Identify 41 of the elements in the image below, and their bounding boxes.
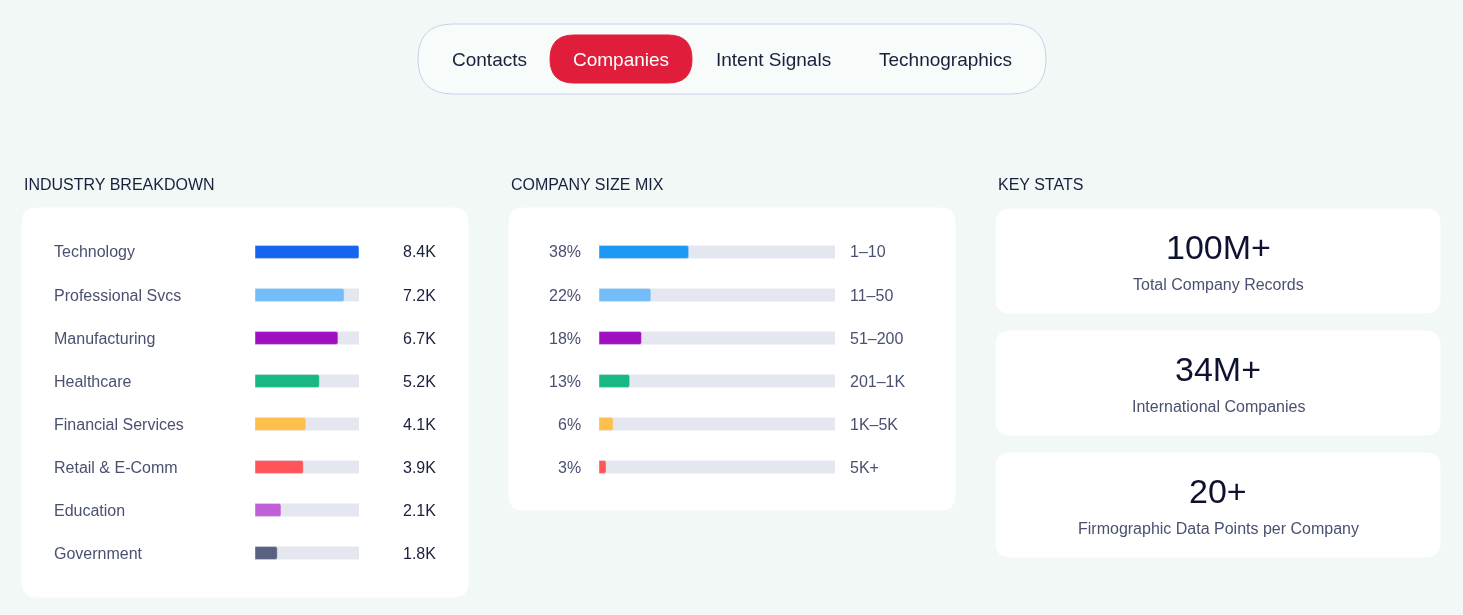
data-label: 8.4K: [403, 243, 437, 260]
data-label: 6%: [558, 416, 582, 433]
text: International Companies: [1132, 398, 1306, 415]
category-label: Companies: [573, 49, 670, 70]
text: Firmographic Data Points per Company: [1078, 520, 1360, 537]
data-label: 5.2K: [403, 373, 437, 390]
category-label: 51–200: [850, 330, 904, 347]
category-label: Government: [54, 545, 143, 562]
category-label: Contacts: [452, 49, 527, 70]
category-label: Retail & E-Comm: [54, 459, 178, 476]
category-label: Healthcare: [54, 373, 132, 390]
category-label: Professional Svcs: [54, 287, 182, 304]
text: 20+: [1189, 472, 1247, 510]
category-label: 5K+: [850, 459, 879, 476]
data-label: 6.7K: [403, 330, 437, 347]
category-label: Technology: [54, 243, 135, 260]
category-label: Financial Services: [54, 416, 184, 433]
text: Total Company Records: [1133, 276, 1304, 293]
category-label: 1–10: [850, 243, 886, 260]
data-label: 13%: [549, 373, 582, 390]
data-label: 18%: [549, 330, 582, 347]
category-label: Education: [54, 502, 126, 519]
data-label: 7.2K: [403, 287, 437, 304]
data-label: 1.8K: [403, 545, 437, 562]
category-label: 201–1K: [850, 373, 906, 390]
text: 100M+: [1166, 228, 1271, 266]
category-label: Intent Signals: [716, 49, 832, 70]
data-label: 38%: [549, 243, 582, 260]
text: INDUSTRY BREAKDOWN: [24, 176, 215, 193]
text: KEY STATS: [998, 176, 1084, 193]
text: 34M+: [1175, 350, 1261, 388]
category-label: Manufacturing: [54, 330, 156, 347]
category-label: Technographics: [879, 49, 1013, 70]
data-label: 2.1K: [403, 502, 437, 519]
chart-title: COMPANY SIZE MIX: [511, 176, 664, 193]
data-label: 3%: [558, 459, 582, 476]
data-label: 22%: [549, 287, 582, 304]
data-label: 4.1K: [403, 416, 437, 433]
data-label: 3.9K: [403, 459, 437, 476]
category-label: 11–50: [850, 287, 894, 304]
category-label: 1K–5K: [850, 416, 899, 433]
